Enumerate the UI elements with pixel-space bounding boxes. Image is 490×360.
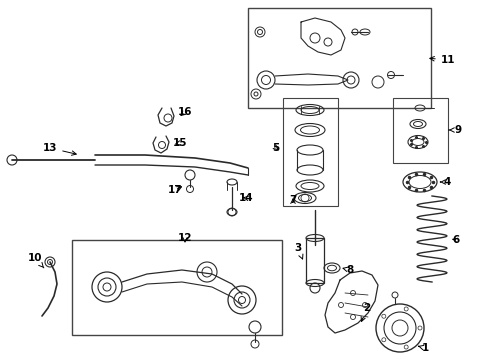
Text: 9: 9 [449,125,462,135]
Text: 11: 11 [430,55,455,65]
Bar [393,98,448,163]
Text: 10: 10 [28,253,44,268]
Text: 2: 2 [361,303,370,321]
Text: 5: 5 [272,143,280,153]
Text: 12: 12 [178,233,192,243]
Text: 8: 8 [343,265,354,275]
Bar [283,98,338,206]
Text: 7: 7 [289,195,296,205]
Bar [248,8,431,108]
Text: 4: 4 [441,177,451,187]
Text: 3: 3 [294,243,303,259]
Text: 16: 16 [178,107,192,117]
Bar [72,240,282,335]
Text: 1: 1 [418,343,429,353]
Text: 17: 17 [168,185,182,195]
Text: 15: 15 [173,138,187,148]
Text: 14: 14 [239,193,253,203]
Bar [306,238,324,283]
Text: 13: 13 [43,143,76,155]
Text: 6: 6 [452,235,460,245]
